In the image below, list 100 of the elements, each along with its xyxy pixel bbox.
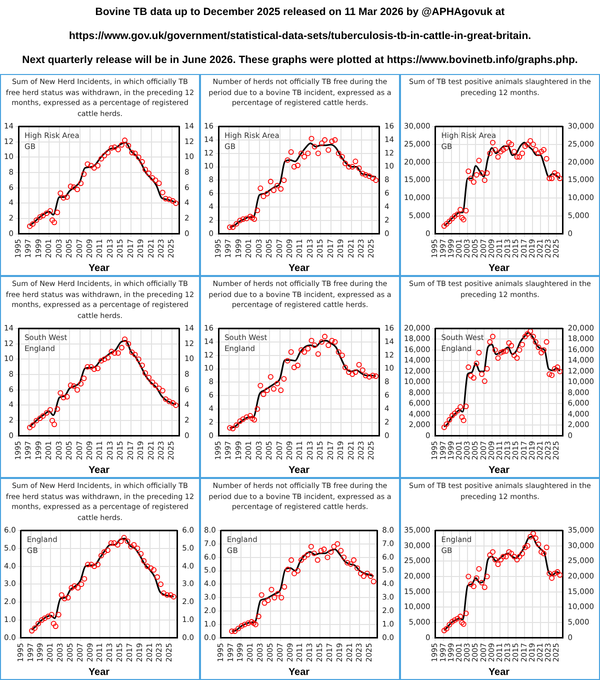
point: [540, 347, 546, 353]
point: [122, 336, 128, 342]
point: [166, 196, 172, 202]
point: [234, 422, 240, 428]
point: [350, 164, 356, 170]
point: [522, 143, 528, 149]
point: [60, 394, 66, 400]
point: [360, 367, 366, 373]
x-axis-title: Year: [488, 464, 510, 476]
point: [302, 349, 308, 355]
point: [27, 424, 33, 430]
point: [466, 364, 472, 370]
point: [342, 364, 348, 370]
point: [484, 366, 490, 372]
point: [538, 148, 544, 154]
point: [549, 372, 555, 378]
point: [131, 542, 137, 548]
text: https://www.gov.uk/government/statistical-data-sets/tuberculosis-tb-in-cattle-in-great-britain.: [68, 29, 532, 44]
point: [248, 619, 254, 625]
point: [557, 572, 563, 578]
point: [508, 342, 514, 348]
point: [484, 574, 490, 580]
point: [232, 628, 238, 634]
point: [72, 583, 78, 589]
point: [229, 628, 235, 634]
point: [284, 358, 290, 364]
point: [250, 215, 256, 221]
point: [134, 546, 140, 552]
point: [463, 610, 469, 616]
point: [503, 554, 509, 560]
point: [308, 136, 314, 142]
point: [500, 348, 506, 354]
point: [506, 140, 512, 146]
point: [288, 557, 294, 563]
point: [44, 410, 50, 416]
point: [322, 334, 328, 340]
point: [278, 388, 284, 394]
point: [487, 150, 493, 156]
point: [58, 190, 64, 196]
x-axis-title: Year: [488, 262, 510, 274]
point: [328, 549, 334, 555]
point: [511, 148, 517, 154]
point: [298, 347, 304, 353]
point: [470, 584, 476, 590]
point: [98, 552, 104, 558]
point: [326, 342, 332, 348]
point: [538, 350, 544, 356]
point: [52, 624, 58, 630]
point: [162, 196, 168, 202]
point: [476, 158, 482, 164]
point: [522, 544, 528, 550]
point: [444, 626, 450, 632]
point: [552, 366, 558, 372]
point: [95, 562, 101, 568]
point: [305, 346, 311, 352]
point: [503, 145, 509, 151]
point: [528, 534, 534, 540]
point: [338, 548, 344, 554]
point: [168, 592, 174, 598]
point: [98, 156, 104, 162]
point: [254, 406, 260, 412]
point: [315, 150, 321, 156]
point: [166, 398, 172, 404]
point: [520, 342, 526, 348]
point: [121, 534, 127, 540]
point: [270, 386, 276, 392]
point: [288, 349, 294, 355]
point: [454, 211, 460, 217]
point: [254, 208, 260, 214]
point: [114, 542, 120, 548]
point: [108, 348, 114, 354]
point: [508, 550, 514, 556]
point: [105, 354, 111, 360]
point: [160, 388, 166, 394]
point: [474, 172, 480, 178]
point: [91, 366, 97, 372]
point: [508, 142, 514, 148]
point: [65, 594, 71, 600]
point: [362, 372, 368, 378]
point: [282, 584, 288, 590]
point: [332, 137, 338, 143]
point: [30, 221, 36, 227]
point: [298, 557, 304, 563]
point: [476, 566, 482, 572]
point: [487, 339, 493, 345]
point: [350, 371, 356, 377]
point: [360, 170, 366, 176]
point: [500, 147, 506, 153]
point: [503, 348, 509, 354]
point: [479, 371, 485, 377]
point: [352, 369, 358, 375]
point: [449, 618, 455, 624]
point: [498, 148, 504, 154]
point: [366, 173, 372, 179]
point: [102, 152, 108, 158]
point: [468, 581, 474, 587]
point: [170, 594, 176, 600]
point: [552, 170, 558, 176]
point: [452, 617, 458, 623]
point: [341, 554, 347, 560]
